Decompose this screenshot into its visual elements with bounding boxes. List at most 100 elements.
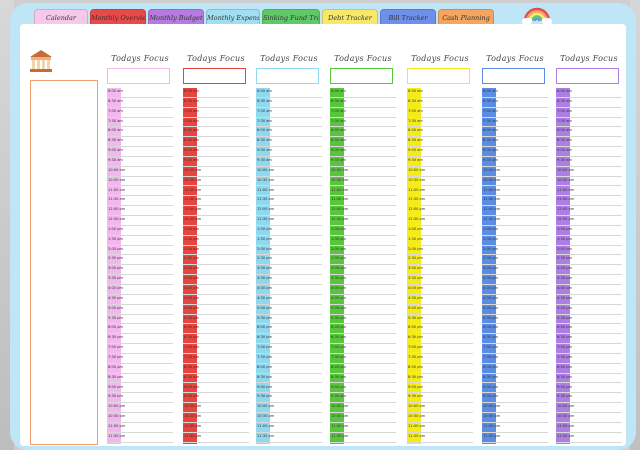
tab-bill-tracker[interactable]: Bill Tracker	[380, 9, 436, 25]
time-slot-row[interactable]: 5:30 pm	[556, 315, 622, 325]
time-slot-row[interactable]: 7:00 pm	[556, 344, 622, 354]
time-slot-row[interactable]: 8:00 am	[256, 127, 322, 138]
time-slot-row[interactable]: 10:30 am	[482, 177, 548, 187]
time-slot-row[interactable]: 11:30 am	[256, 196, 322, 207]
time-slot-row[interactable]: 11:30 pm	[556, 433, 622, 443]
time-slot-row[interactable]: 7:30 pm	[407, 354, 473, 364]
time-slot-row[interactable]: 6:00 pm	[256, 324, 322, 335]
time-slot-row[interactable]: 6:30 am	[107, 98, 173, 108]
time-slot-row[interactable]: 2:00 pm	[256, 246, 322, 256]
time-slot-row[interactable]: 6:00 pm	[107, 324, 173, 335]
time-slot-row[interactable]: 9:30 am	[407, 157, 473, 167]
time-slot-row[interactable]: 9:30 am	[256, 157, 322, 167]
time-slot-row[interactable]: 7:30 am	[330, 118, 396, 128]
time-slot-row[interactable]: 10:00 am	[256, 167, 322, 177]
time-slot-row[interactable]: 2:30 pm	[330, 255, 396, 266]
time-slot-row[interactable]: 4:30 pm	[330, 295, 396, 305]
time-slot-row[interactable]: 6:00 am	[407, 88, 473, 98]
time-slot-row[interactable]: 8:30 am	[482, 137, 548, 148]
time-slot-row[interactable]: 7:00 pm	[183, 344, 249, 354]
time-slot-row[interactable]: 4:00 pm	[183, 285, 249, 295]
time-slot-row[interactable]: 1:00 pm	[107, 226, 173, 236]
time-slot-row[interactable]: 2:30 pm	[107, 255, 173, 266]
time-slot-row[interactable]: 10:00 pm	[482, 403, 548, 414]
focus-input-box[interactable]	[183, 68, 246, 84]
time-slot-row[interactable]: 11:30 pm	[330, 433, 396, 443]
time-slot-row[interactable]: 7:00 am	[556, 108, 622, 118]
time-slot-row[interactable]: 1:00 pm	[407, 226, 473, 236]
time-slot-row[interactable]: 6:00 am	[556, 88, 622, 98]
time-slot-row[interactable]: 9:00 am	[183, 147, 249, 157]
tab-calendar[interactable]: Calendar	[34, 9, 88, 25]
time-slot-row[interactable]: 8:00 am	[556, 127, 622, 138]
time-slot-row[interactable]: 4:00 pm	[556, 285, 622, 295]
time-slot-row[interactable]: 1:30 pm	[183, 236, 249, 246]
time-slot-row[interactable]: 8:30 am	[256, 137, 322, 148]
time-slot-row[interactable]: 11:00 am	[407, 187, 473, 197]
time-slot-row[interactable]: 11:30 am	[556, 196, 622, 207]
time-slot-row[interactable]: 7:00 am	[107, 108, 173, 118]
time-slot-row[interactable]: 12:30 pm	[107, 216, 173, 226]
time-slot-row[interactable]: 8:00 am	[407, 127, 473, 138]
time-slot-row[interactable]: 10:00 am	[107, 167, 173, 177]
time-slot-row[interactable]: 7:30 pm	[482, 354, 548, 364]
tab-cash-planning[interactable]: Cash Planning	[438, 9, 494, 25]
time-slot-row[interactable]: 7:00 am	[482, 108, 548, 118]
tab-monthly-budget[interactable]: Monthly Budget	[148, 9, 204, 25]
time-slot-row[interactable]: 6:30 pm	[482, 334, 548, 345]
time-slot-row[interactable]: 10:30 pm	[107, 413, 173, 423]
time-slot-row[interactable]: 9:00 am	[330, 147, 396, 157]
time-slot-row[interactable]: 6:00 pm	[407, 324, 473, 335]
time-slot-row[interactable]: 6:30 pm	[107, 334, 173, 345]
time-slot-row[interactable]: 8:00 am	[482, 127, 548, 138]
time-slot-row[interactable]: 7:30 am	[407, 118, 473, 128]
time-slot-row[interactable]: 6:30 am	[256, 98, 322, 108]
time-slot-row[interactable]: 5:30 pm	[107, 315, 173, 325]
time-slot-row[interactable]: 9:00 pm	[330, 384, 396, 394]
time-slot-row[interactable]: 8:30 am	[407, 137, 473, 148]
time-slot-row[interactable]: 11:30 am	[183, 196, 249, 207]
time-slot-row[interactable]: 11:30 pm	[482, 433, 548, 443]
time-slot-row[interactable]: 1:00 pm	[183, 226, 249, 236]
time-slot-row[interactable]: 6:00 pm	[330, 324, 396, 335]
time-slot-row[interactable]: 12:00 pm	[107, 206, 173, 217]
time-slot-row[interactable]: 8:00 pm	[482, 364, 548, 374]
time-slot-row[interactable]: 8:00 am	[107, 127, 173, 138]
time-slot-row[interactable]: 3:00 pm	[482, 265, 548, 276]
time-slot-row[interactable]: 11:00 pm	[183, 423, 249, 433]
time-slot-row[interactable]: 2:00 pm	[183, 246, 249, 256]
time-slot-row[interactable]: 7:00 am	[256, 108, 322, 118]
time-slot-row[interactable]: 10:30 am	[407, 177, 473, 187]
time-slot-row[interactable]: 12:30 pm	[330, 216, 396, 226]
time-slot-row[interactable]: 5:00 pm	[256, 305, 322, 315]
time-slot-row[interactable]: 7:30 am	[256, 118, 322, 128]
time-slot-row[interactable]: 10:00 pm	[556, 403, 622, 414]
time-slot-row[interactable]: 2:00 pm	[556, 246, 622, 256]
time-slot-row[interactable]: 9:00 pm	[107, 384, 173, 394]
time-slot-row[interactable]: 2:00 pm	[107, 246, 173, 256]
time-slot-row[interactable]: 1:30 pm	[482, 236, 548, 246]
time-slot-row[interactable]: 8:30 pm	[330, 374, 396, 384]
time-slot-row[interactable]: 11:00 pm	[330, 423, 396, 433]
time-slot-row[interactable]: 6:00 pm	[482, 324, 548, 335]
time-slot-row[interactable]: 9:00 am	[482, 147, 548, 157]
time-slot-row[interactable]: 12:00 pm	[407, 206, 473, 217]
time-slot-row[interactable]: 4:30 pm	[183, 295, 249, 305]
time-slot-row[interactable]: 8:30 am	[330, 137, 396, 148]
time-slot-row[interactable]: 4:30 pm	[107, 295, 173, 305]
time-slot-row[interactable]: 5:00 pm	[482, 305, 548, 315]
time-slot-row[interactable]: 5:30 pm	[256, 315, 322, 325]
focus-input-box[interactable]	[556, 68, 619, 84]
time-slot-row[interactable]: 2:30 pm	[183, 255, 249, 266]
time-slot-row[interactable]: 9:00 pm	[482, 384, 548, 394]
time-slot-row[interactable]: 8:30 pm	[183, 374, 249, 384]
time-slot-row[interactable]: 7:30 am	[556, 118, 622, 128]
time-slot-row[interactable]: 10:30 pm	[482, 413, 548, 423]
time-slot-row[interactable]: 9:30 am	[183, 157, 249, 167]
time-slot-row[interactable]: 1:30 pm	[107, 236, 173, 246]
time-slot-row[interactable]: 9:00 pm	[556, 384, 622, 394]
time-slot-row[interactable]: 11:30 pm	[183, 433, 249, 443]
time-slot-row[interactable]: 11:00 pm	[256, 423, 322, 433]
time-slot-row[interactable]: 12:00 pm	[183, 206, 249, 217]
time-slot-row[interactable]: 9:00 pm	[183, 384, 249, 394]
